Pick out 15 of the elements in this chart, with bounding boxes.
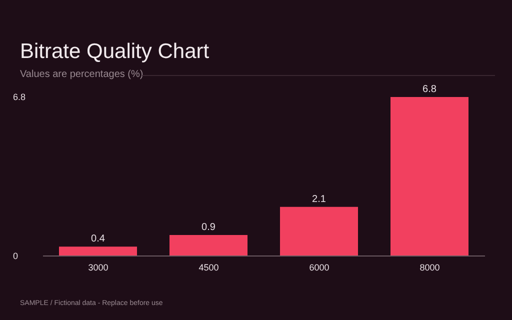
- x-tick-label: 3000: [88, 262, 108, 272]
- data-label: 6.8: [422, 84, 437, 95]
- x-tick-label: 4500: [198, 262, 219, 272]
- x-tick-label: 8000: [420, 262, 440, 272]
- chart-title: Bitrate Quality Chart: [20, 40, 210, 64]
- bar: [280, 206, 358, 256]
- y-tick-label: 0: [13, 251, 18, 262]
- x-tick-label: 6000: [309, 262, 330, 272]
- bar: [170, 234, 248, 256]
- data-label: 2.1: [312, 194, 326, 205]
- data-label: 0.9: [202, 222, 216, 233]
- bar: [390, 97, 468, 256]
- data-label: 0.4: [91, 234, 106, 245]
- bar: [59, 246, 137, 256]
- chart-subtitle: Values are percentages (%): [20, 69, 144, 80]
